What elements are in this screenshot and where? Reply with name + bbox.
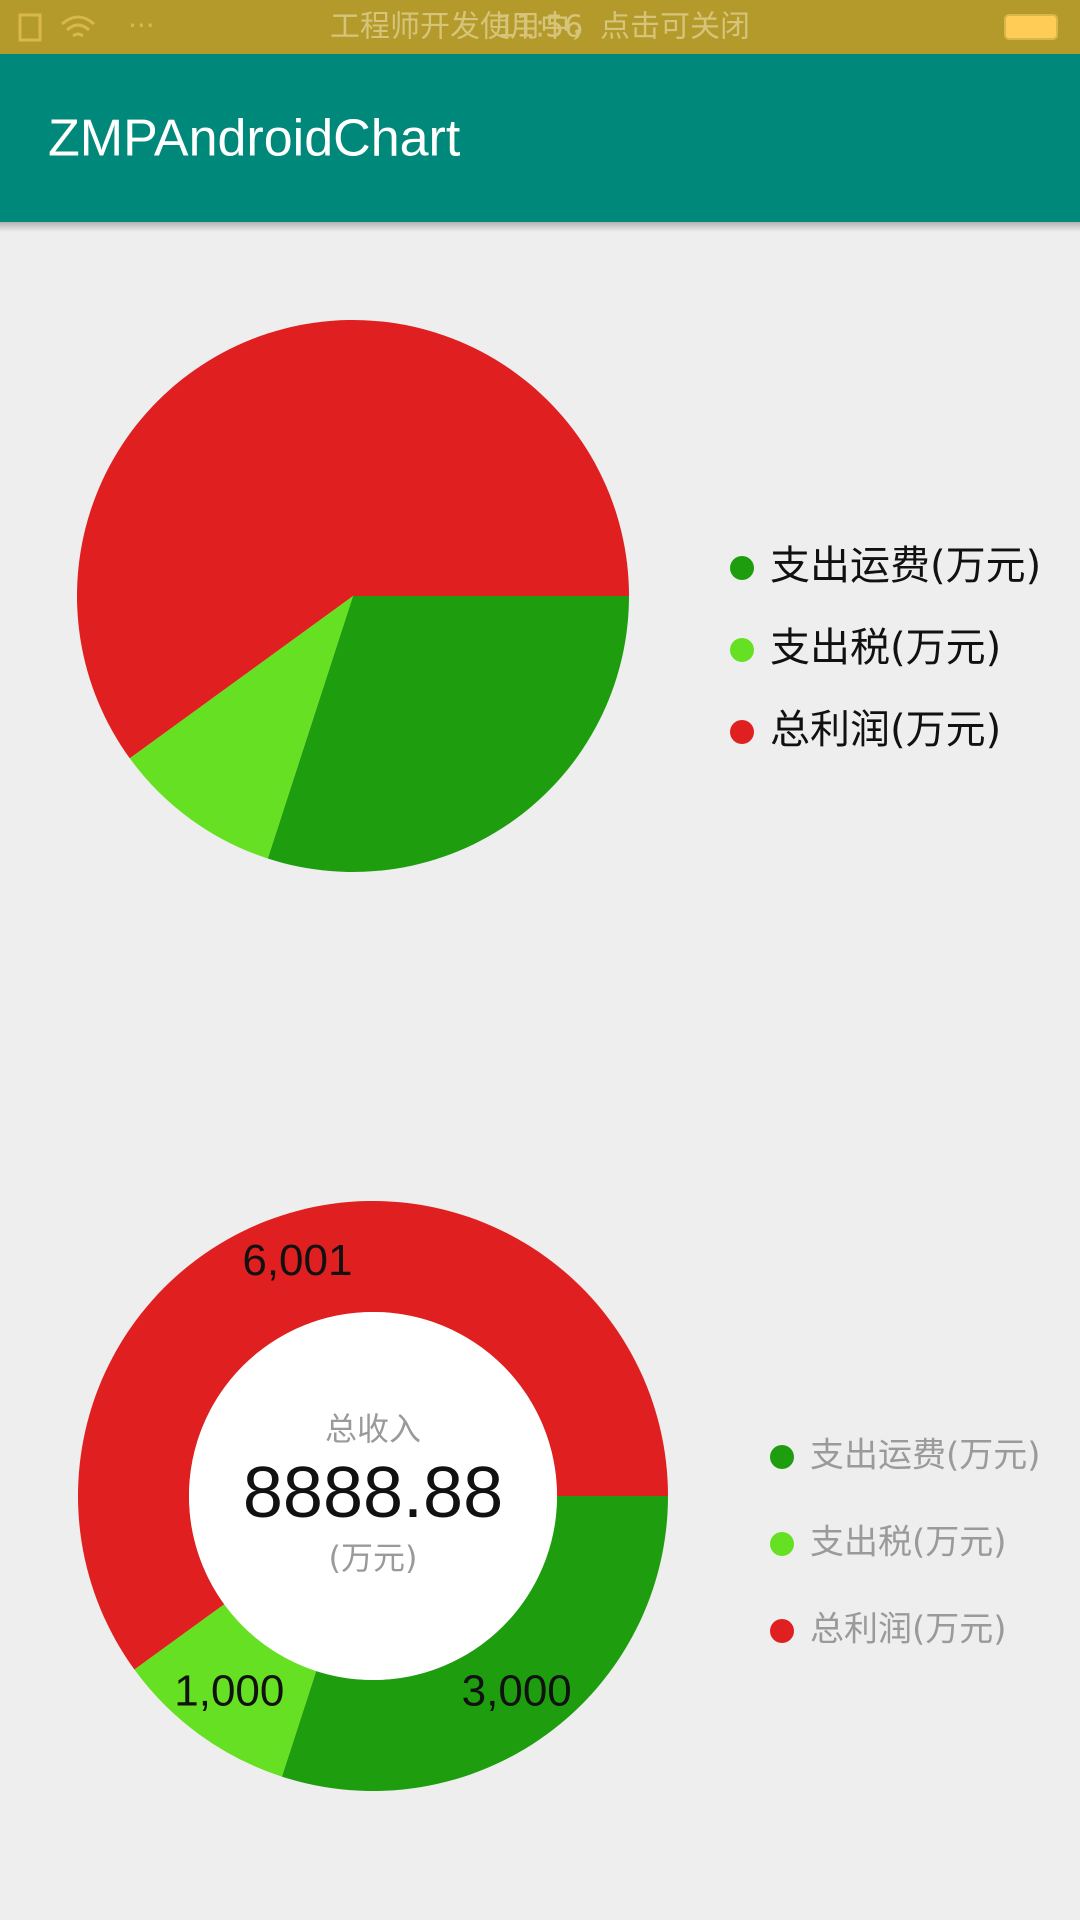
app-bar: [0, 54, 1080, 222]
status-time: 11:56: [497, 10, 583, 45]
sim-icon: [18, 13, 42, 42]
center-unit: (万元): [329, 1539, 418, 1577]
center-title: 总收入: [325, 1410, 421, 1448]
pie-slice: [129, 596, 353, 859]
legend-label: 总利润(万元): [810, 1610, 1007, 1650]
value-label: 3,000: [462, 1666, 572, 1715]
status-bar[interactable]: [0, 0, 1080, 54]
pie-slice: [77, 319, 630, 759]
pie-slice: [134, 1604, 317, 1777]
legend-label: 支出运费(万元): [810, 1436, 1041, 1476]
value-label: 1,000: [174, 1666, 284, 1715]
legend-label: 支出运费(万元): [770, 543, 1041, 589]
legend-dot: [770, 1619, 794, 1643]
donut-hole: [189, 1312, 557, 1680]
legend-dot: [730, 720, 754, 744]
legend-dot: [770, 1532, 794, 1556]
legend-dot: [730, 638, 754, 662]
app-bar-shadow: [0, 222, 1080, 232]
more-icon: ···: [128, 9, 155, 42]
pie-slice: [77, 1201, 668, 1670]
pie-slice: [267, 596, 629, 873]
legend-label: 支出税(万元): [810, 1523, 1007, 1563]
legend-label: 总利润(万元): [770, 707, 1001, 753]
status-notice[interactable]: 工程师开发使用中，点击可关闭: [330, 10, 750, 45]
value-label: 6,001: [242, 1236, 352, 1285]
charts: 支出运费(万元) 支出税(万元) 总利润(万元) 3,000 1,000 6,001 总收入…: [77, 319, 1041, 1791]
battery-icon: [1004, 14, 1058, 40]
legend-dot: [730, 556, 754, 580]
wifi-icon: [61, 15, 95, 38]
app-title: ZMPAndroidChart: [48, 110, 461, 168]
legend-dot: [770, 1445, 794, 1469]
pie-slice: [281, 1496, 668, 1791]
center-value: 8888.88: [243, 1453, 503, 1533]
legend-label: 支出税(万元): [770, 625, 1001, 671]
